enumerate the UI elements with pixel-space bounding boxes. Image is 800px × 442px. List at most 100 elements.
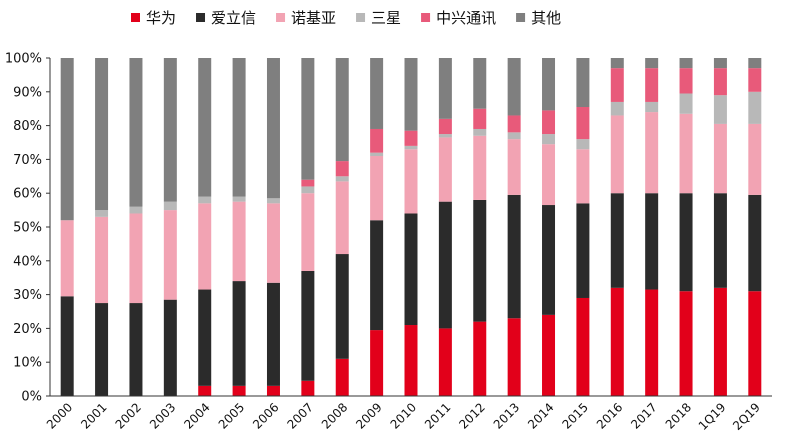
bar-segment-2015-3	[576, 139, 590, 150]
bar-segment-2018-0	[679, 291, 693, 396]
x-tick-label: 2017	[628, 400, 659, 431]
legend-label-1: 爱立信	[211, 9, 256, 27]
bar-segment-2010-4	[404, 130, 418, 146]
bar-segment-2005-0	[232, 385, 246, 396]
bar-segment-2012-3	[473, 128, 487, 136]
x-tick-label: 2007	[284, 400, 315, 431]
y-tick-label: 30%	[13, 288, 42, 303]
x-tick-label: 2013	[491, 400, 522, 431]
bar-segment-2007-3	[301, 186, 315, 194]
bar-segment-2Q19-1	[748, 194, 762, 292]
bar-segment-2013-2	[507, 139, 521, 195]
bar-segment-2004-2	[198, 203, 212, 290]
x-tick-label: 2004	[181, 400, 212, 431]
bar-segment-2011-0	[438, 328, 452, 396]
bar-segment-2009-3	[370, 152, 384, 157]
bar-segment-2002-5	[129, 58, 143, 207]
legend: 华为 爱立信 诺基亚 三星 中兴通讯 其他	[131, 9, 561, 27]
bar-stack-2010	[404, 58, 418, 396]
bar-segment-2005-1	[232, 281, 246, 386]
bar-segment-2008-0	[335, 358, 349, 396]
legend-label-5: 其他	[531, 9, 561, 27]
x-tick-label: 2003	[147, 400, 178, 431]
bar-segment-2012-0	[473, 321, 487, 396]
bar-segment-2007-4	[301, 179, 315, 187]
bar-segment-2002-2	[129, 213, 143, 304]
bar-segment-2004-3	[198, 196, 212, 204]
bar-segment-1Q19-3	[713, 95, 727, 124]
bar-segment-2005-2	[232, 201, 246, 282]
y-tick-label: 80%	[13, 119, 42, 134]
bar-segment-2011-4	[438, 118, 452, 135]
legend-item-5: 其他	[516, 9, 561, 27]
bar-segment-2013-4	[507, 115, 521, 133]
legend-label-4: 中兴通讯	[436, 9, 496, 27]
bar-segment-2012-5	[473, 58, 487, 109]
legend-swatch-3	[356, 13, 366, 22]
bar-segment-2006-2	[266, 203, 280, 283]
bar-segment-2009-4	[370, 128, 384, 153]
bar-segment-2010-1	[404, 213, 418, 326]
bar-segment-2015-1	[576, 203, 590, 298]
bar-stack-1Q19	[713, 58, 727, 396]
bar-segment-2018-3	[679, 93, 693, 114]
bar-segment-2016-3	[610, 101, 624, 116]
legend-label-2: 诺基亚	[291, 9, 336, 27]
bar-segment-1Q19-4	[713, 68, 727, 96]
bar-stack-2014	[542, 58, 556, 396]
bar-segment-2011-1	[438, 201, 452, 329]
bar-segment-2006-0	[266, 385, 280, 396]
x-tick-label: 2016	[594, 400, 625, 431]
legend-item-1: 爱立信	[196, 9, 256, 27]
bar-segment-2Q19-5	[748, 58, 762, 69]
bar-segment-2005-3	[232, 196, 246, 202]
bar-segment-2001-2	[95, 216, 109, 304]
bar-segment-2Q19-0	[748, 291, 762, 396]
bar-stack-2Q19	[748, 58, 762, 396]
bar-segment-2017-5	[645, 58, 659, 69]
bar-stack-2011	[438, 58, 452, 396]
x-tick-label: 2Q19	[730, 400, 763, 433]
bar-segment-2008-1	[335, 254, 349, 359]
bar-stack-2006	[266, 58, 280, 396]
bar-segment-2003-2	[163, 210, 177, 300]
bar-segment-2018-2	[679, 113, 693, 194]
bars	[60, 58, 762, 396]
bar-segment-2000-1	[60, 296, 74, 396]
bar-stack-2000	[60, 58, 74, 396]
x-tick-label: 2006	[250, 400, 281, 431]
y-tick-label: 90%	[13, 85, 42, 100]
bar-segment-2010-2	[404, 149, 418, 214]
legend-swatch-2	[276, 13, 286, 22]
legend-swatch-1	[196, 13, 206, 22]
bar-segment-2014-1	[542, 205, 556, 315]
x-tick-label: 1Q19	[696, 400, 729, 433]
bar-segment-2014-4	[542, 110, 556, 135]
legend-swatch-5	[516, 13, 526, 22]
bar-segment-1Q19-1	[713, 193, 727, 288]
y-tick-label: 20%	[13, 322, 42, 337]
bar-segment-2016-1	[610, 193, 624, 288]
bar-segment-2008-2	[335, 181, 349, 255]
bar-segment-2001-3	[95, 210, 109, 217]
bar-segment-2015-5	[576, 58, 590, 108]
bar-segment-2001-1	[95, 303, 109, 396]
bar-segment-2012-2	[473, 135, 487, 200]
bar-segment-2010-0	[404, 325, 418, 396]
legend-item-2: 诺基亚	[276, 9, 336, 27]
bar-segment-2006-5	[266, 58, 280, 199]
bar-segment-2006-3	[266, 198, 280, 204]
bar-segment-2016-4	[610, 68, 624, 102]
bar-stack-2013	[507, 58, 521, 396]
bar-segment-2012-1	[473, 199, 487, 322]
bar-segment-2003-5	[163, 58, 177, 202]
bar-segment-2003-1	[163, 299, 177, 396]
bar-stack-2005	[232, 58, 246, 396]
legend-swatch-4	[421, 13, 431, 22]
bar-stack-2016	[610, 58, 624, 396]
bar-segment-2017-0	[645, 289, 659, 396]
legend-label-0: 华为	[146, 9, 176, 27]
bar-segment-2004-5	[198, 58, 212, 197]
x-tick-label: 2011	[422, 400, 453, 431]
